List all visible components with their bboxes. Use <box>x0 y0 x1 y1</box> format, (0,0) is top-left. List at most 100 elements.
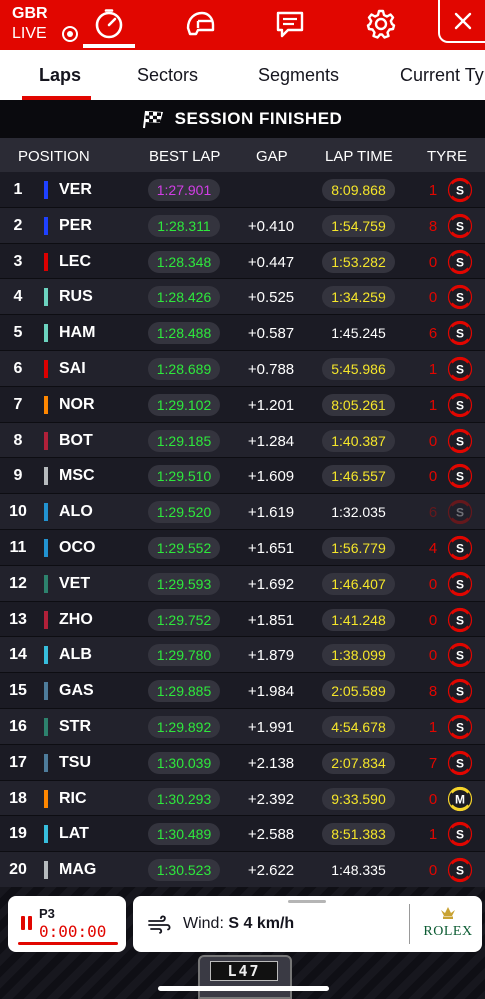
table-row[interactable]: 2 PER 1:28.311 +0.410 1:54.759 8 S <box>0 207 485 244</box>
gap: +1.851 <box>247 611 295 629</box>
table-row[interactable]: 9 MSC 1:29.510 +1.609 1:46.557 0 S <box>0 458 485 495</box>
driver-code: HAM <box>59 324 96 342</box>
nav-active-indicator <box>83 44 135 48</box>
table-row[interactable]: 18 RIC 1:30.293 +2.392 9:33.590 0 M <box>0 780 485 817</box>
best-lap: 1:30.039 <box>148 751 220 774</box>
sponsor-logo: ROLEX <box>420 906 476 946</box>
divider <box>409 904 410 944</box>
table-row[interactable]: 19 LAT 1:30.489 +2.588 8:51.383 1 S <box>0 816 485 853</box>
close-icon <box>454 12 471 29</box>
table-row[interactable]: 13 ZHO 1:29.752 +1.851 1:41.248 0 S <box>0 601 485 638</box>
tyre-compound-letter: S <box>456 828 464 842</box>
gap: +1.879 <box>247 647 295 665</box>
position: 19 <box>9 825 27 843</box>
position: 5 <box>13 324 23 342</box>
tyre-compound-letter: S <box>456 184 464 198</box>
lap-time: 1:40.387 <box>322 429 395 452</box>
timer-icon[interactable] <box>89 6 129 42</box>
team-color-bar <box>44 682 48 701</box>
table-row[interactable]: 5 HAM 1:28.488 +0.587 1:45.245 6 S <box>0 315 485 351</box>
tyre-laps: 0 <box>428 575 438 593</box>
table-row[interactable]: 20 MAG 1:30.523 +2.622 1:48.335 0 S <box>0 852 485 888</box>
tab-laps[interactable]: Laps <box>39 65 82 85</box>
gap: +1.692 <box>247 575 295 593</box>
tab-sectors[interactable]: Sectors <box>137 65 199 85</box>
tyre-compound-letter: S <box>456 219 464 233</box>
tyre-compound-letter: S <box>456 255 464 269</box>
table-row[interactable]: 11 OCO 1:29.552 +1.651 1:56.779 4 S <box>0 529 485 566</box>
position: 6 <box>13 359 23 377</box>
column-gap[interactable]: GAP <box>256 148 288 165</box>
team-color-bar <box>44 395 48 414</box>
top-bar: GBR LIVE <box>0 0 485 50</box>
helmet-icon[interactable] <box>180 6 220 42</box>
gap: +1.284 <box>247 432 295 450</box>
chat-icon[interactable] <box>270 6 310 42</box>
tab-segments[interactable]: Segments <box>258 65 340 85</box>
table-header: POSITION BEST LAP GAP LAP TIME TYRE <box>0 138 485 172</box>
best-lap: 1:30.523 <box>148 859 220 882</box>
session-timer-card[interactable]: P3 0:00:00 <box>8 896 126 952</box>
tyre-compound-letter: S <box>456 685 464 699</box>
tyre-compound-icon: S <box>447 213 473 238</box>
driver-code: VER <box>59 181 92 198</box>
team-color-bar <box>44 359 48 378</box>
gear-icon[interactable] <box>361 6 401 42</box>
column-lap-time[interactable]: LAP TIME <box>325 148 393 165</box>
gap: +1.984 <box>247 683 295 701</box>
gap: +0.410 <box>247 217 295 235</box>
table-row[interactable]: 6 SAI 1:28.689 +0.788 5:45.986 1 S <box>0 350 485 387</box>
session-timer: 0:00:00 <box>39 922 107 941</box>
team-color-bar <box>44 825 48 844</box>
best-lap: 1:30.489 <box>148 823 220 846</box>
table-row[interactable]: 10 ALO 1:29.520 +1.619 1:32.035 6 S <box>0 494 485 530</box>
table-row[interactable]: 12 VET 1:29.593 +1.692 1:46.407 0 S <box>0 565 485 602</box>
tyre-compound-letter: S <box>456 541 464 555</box>
tab-current-tyres[interactable]: Current Tyres <box>400 65 485 85</box>
table-row[interactable]: 8 BOT 1:29.185 +1.284 1:40.387 0 S <box>0 422 485 459</box>
weather-card[interactable]: Wind: S 4 km/h ROLEX <box>133 896 482 952</box>
column-position[interactable]: POSITION <box>18 148 90 165</box>
gap: +0.447 <box>247 253 295 271</box>
drag-handle[interactable] <box>288 900 326 903</box>
session-banner: SESSION FINISHED <box>0 100 485 138</box>
column-tyre[interactable]: TYRE <box>427 148 468 165</box>
table-row[interactable]: 17 TSU 1:30.039 +2.138 2:07.834 7 S <box>0 744 485 781</box>
table-row[interactable]: 14 ALB 1:29.780 +1.879 1:38.099 0 S <box>0 637 485 674</box>
live-indicator-icon <box>62 26 78 42</box>
lap-time: 1:45.245 <box>331 325 386 342</box>
position: 15 <box>9 682 27 700</box>
lap-time: 1:32.035 <box>331 504 386 521</box>
table-row[interactable]: 16 STR 1:29.892 +1.991 4:54.678 1 S <box>0 708 485 745</box>
team-color-bar <box>44 538 48 557</box>
best-lap: 1:29.752 <box>148 608 220 631</box>
driver-code: STR <box>59 717 91 735</box>
position: 10 <box>9 503 27 521</box>
live-label: LIVE <box>12 25 47 42</box>
team-color-bar <box>44 467 48 486</box>
table-row[interactable]: 3 LEC 1:28.348 +0.447 1:53.282 0 S <box>0 243 485 280</box>
driver-code: ALO <box>59 503 93 521</box>
table-row[interactable]: 4 RUS 1:28.426 +0.525 1:34.259 0 S <box>0 279 485 316</box>
close-button[interactable] <box>438 0 485 43</box>
best-lap: 1:29.593 <box>148 572 220 595</box>
table-row[interactable]: 1 VER 1:27.901 8:09.868 1 S <box>0 172 485 208</box>
table-row[interactable]: 15 GAS 1:29.885 +1.984 2:05.589 8 S <box>0 673 485 709</box>
team-color-bar <box>44 753 48 772</box>
tyre-laps: 0 <box>428 611 438 629</box>
position: 9 <box>13 467 23 485</box>
home-indicator[interactable] <box>158 986 329 991</box>
wind-readout: Wind: S 4 km/h <box>183 915 294 933</box>
wind-label: Wind: <box>183 915 224 932</box>
table-row[interactable]: 7 NOR 1:29.102 +1.201 8:05.261 1 S <box>0 386 485 423</box>
best-lap: 1:27.901 <box>148 179 220 201</box>
column-best-lap[interactable]: BEST LAP <box>149 148 221 165</box>
driver-code: RIC <box>59 789 87 807</box>
driver-code: ALB <box>59 646 92 664</box>
tyre-compound-icon: M <box>447 786 473 811</box>
tyre-laps: 0 <box>428 862 438 880</box>
tyre-laps: 1 <box>428 182 438 199</box>
driver-code: TSU <box>59 753 91 771</box>
position: 14 <box>9 646 27 664</box>
lap-time: 1:48.335 <box>331 862 386 879</box>
